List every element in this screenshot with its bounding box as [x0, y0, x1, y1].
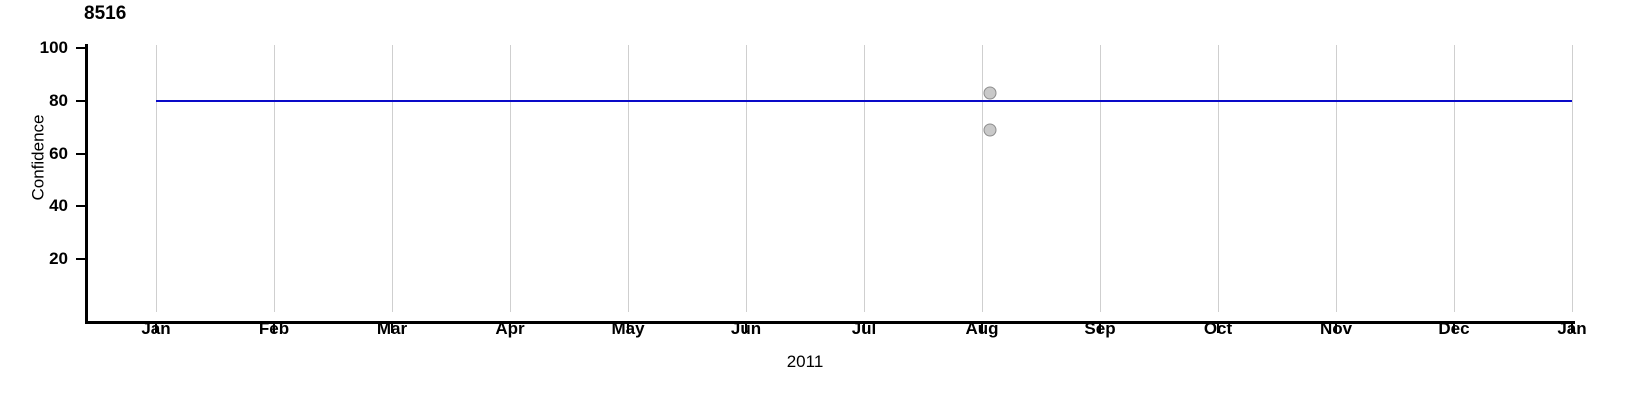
y-axis-tick	[76, 47, 86, 49]
x-axis-title-text: 2011	[786, 352, 824, 371]
y-axis-tick-label: 100	[39, 38, 68, 57]
x-axis-tick	[1335, 324, 1337, 333]
grid-line	[745, 45, 747, 312]
y-axis-tick-label: 20	[49, 249, 68, 268]
x-axis-tick	[1099, 324, 1101, 333]
data-point[interactable]	[983, 123, 997, 137]
x-axis-tick	[1217, 324, 1219, 333]
x-axis-tick	[1571, 324, 1573, 333]
y-axis-tick	[76, 258, 86, 260]
chart-title: 8516	[84, 3, 127, 24]
x-axis-tick-label: May	[611, 319, 645, 338]
x-axis-tick	[627, 324, 629, 333]
grid-line	[155, 45, 157, 312]
x-axis-title: 2011	[0, 352, 1650, 371]
grid-line	[1453, 45, 1455, 312]
x-axis-tick-label: Sep	[1084, 319, 1116, 338]
x-axis-tick-label: Jul	[851, 319, 877, 338]
grid-line	[1335, 45, 1337, 312]
y-axis-tick-label: 80	[49, 90, 68, 110]
grid-line	[981, 45, 983, 312]
grid-line	[509, 45, 511, 312]
threshold-line	[156, 99, 1572, 102]
x-axis-tick-label: Oct	[1203, 319, 1233, 338]
x-axis-tick	[1453, 324, 1455, 333]
grid-line	[627, 45, 629, 312]
x-axis-tick-label: Jan	[141, 319, 171, 338]
y-axis-title: Confidence	[28, 114, 48, 201]
y-axis-tick	[76, 99, 86, 102]
data-point[interactable]	[983, 86, 997, 100]
y-axis-tick	[76, 205, 86, 208]
x-axis-tick	[745, 324, 747, 333]
y-axis-tick-label: 60	[49, 143, 68, 163]
x-axis-tick-label: Feb	[258, 319, 290, 338]
x-axis-tick-label: Nov	[1319, 319, 1353, 338]
x-axis-tick-label: Aug	[965, 319, 999, 338]
x-axis-tick	[981, 324, 983, 333]
x-axis-tick-label: Mar	[376, 319, 408, 338]
x-axis-tick	[863, 324, 865, 333]
x-axis-tick	[391, 324, 393, 333]
grid-line	[1571, 45, 1573, 312]
y-axis-tick-label: 40	[49, 196, 68, 216]
x-axis-tick	[509, 324, 511, 333]
grid-line	[1099, 45, 1101, 312]
y-axis-tick	[76, 152, 86, 155]
x-axis-tick	[155, 324, 157, 333]
grid-line	[863, 45, 865, 312]
x-axis-tick-label: Jan	[1557, 319, 1587, 338]
x-axis-tick-label: Dec	[1438, 319, 1470, 338]
grid-line	[1217, 45, 1219, 312]
grid-line	[273, 45, 275, 312]
x-axis-spine	[85, 321, 1575, 324]
x-axis-tick-label: Apr	[495, 319, 525, 338]
grid-line	[391, 45, 393, 312]
x-axis-tick-label: Jun	[730, 319, 762, 338]
x-axis-tick	[273, 324, 275, 333]
y-axis-spine	[85, 44, 88, 324]
